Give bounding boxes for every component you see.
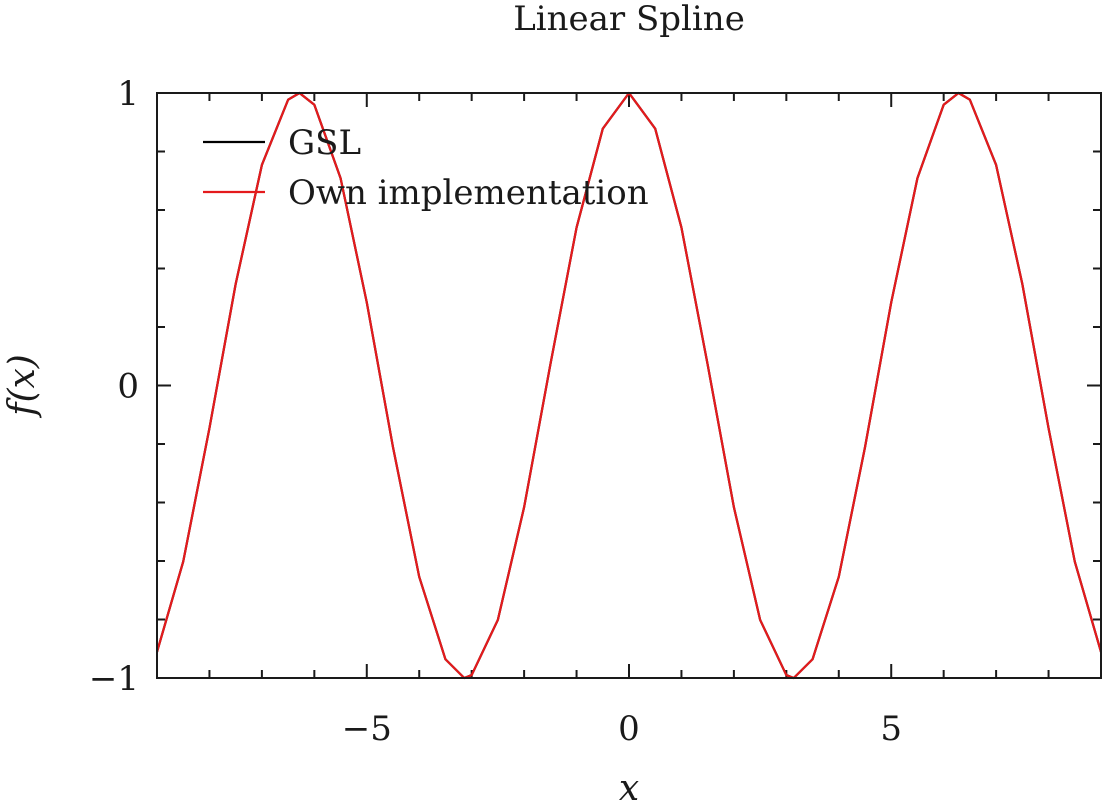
- x-tick-labels: −5 0 5: [342, 709, 902, 749]
- legend-label-own-implementation: Own implementation: [288, 173, 649, 213]
- x-tick-label: −5: [342, 709, 392, 749]
- legend: GSL Own implementation: [203, 123, 649, 213]
- legend-label-gsl: GSL: [288, 123, 361, 163]
- chart-title: Linear Spline: [513, 0, 745, 39]
- x-tick-label: 0: [618, 709, 640, 749]
- x-tick-label: 5: [880, 709, 902, 749]
- y-tick-labels: −1 0 1: [89, 74, 139, 699]
- y-axis-label: f(x): [2, 354, 43, 419]
- y-tick-label: 1: [117, 74, 139, 114]
- plot-frame: [156, 92, 1102, 679]
- y-tick-label: 0: [117, 367, 139, 407]
- y-tick-label: −1: [89, 659, 139, 699]
- x-axis-label: x: [619, 768, 639, 805]
